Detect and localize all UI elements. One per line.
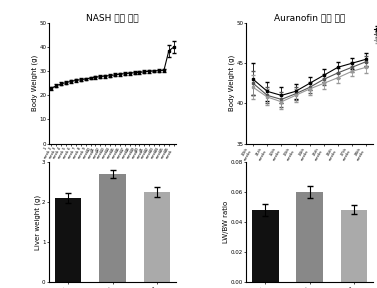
Y-axis label: LW/BW ratio: LW/BW ratio	[223, 201, 229, 243]
Legend: NASH, AR 3m, AR 10r: NASH, AR 3m, AR 10r	[373, 25, 377, 44]
Y-axis label: Body Weight (g): Body Weight (g)	[31, 55, 38, 111]
Bar	[296, 192, 323, 282]
Title: Auranofin 투여 기간: Auranofin 투여 기간	[274, 13, 345, 22]
Bar	[99, 174, 126, 282]
Bar	[144, 192, 170, 282]
Y-axis label: Liver weight (g): Liver weight (g)	[34, 194, 41, 249]
Y-axis label: Body Weight (g): Body Weight (g)	[228, 55, 235, 111]
Bar	[55, 198, 81, 282]
Bar	[341, 210, 368, 282]
Title: NASH 유도 기간: NASH 유도 기간	[86, 13, 139, 22]
Bar	[252, 210, 279, 282]
